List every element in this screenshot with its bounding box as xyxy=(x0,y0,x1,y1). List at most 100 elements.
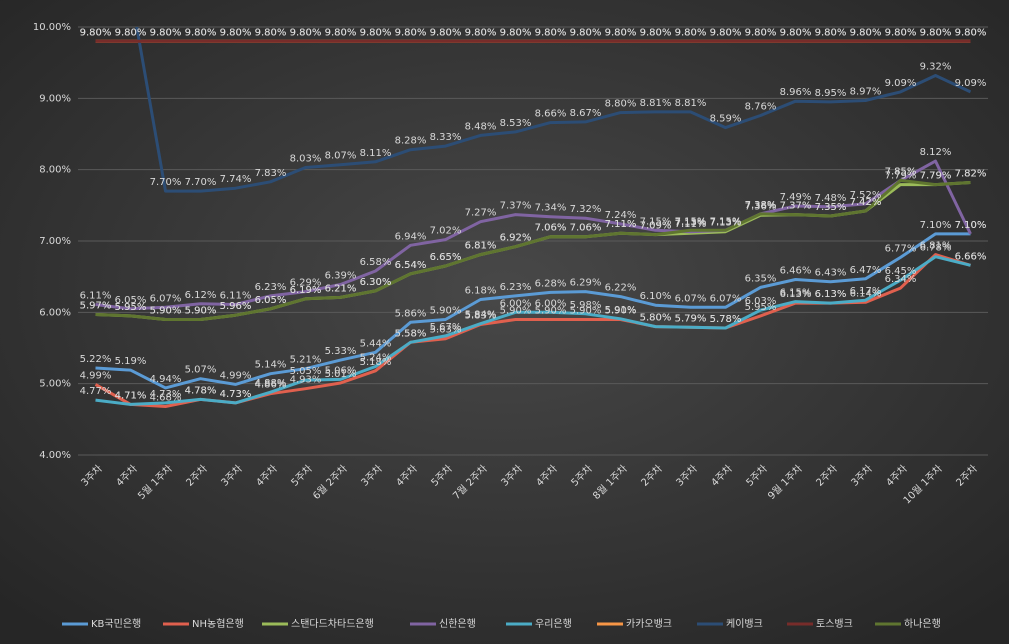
data-label: 7.11% xyxy=(605,219,637,230)
data-label: 6.92% xyxy=(500,233,532,244)
data-label: 5.19% xyxy=(115,356,147,367)
data-label: 6.94% xyxy=(395,231,427,242)
data-label: 9.80% xyxy=(255,27,287,38)
data-label: 5.67% xyxy=(430,322,462,333)
data-label: 6.46% xyxy=(780,266,812,277)
data-label: 9.80% xyxy=(640,27,672,38)
data-label: 9.80% xyxy=(185,27,217,38)
data-label: 9.80% xyxy=(535,27,567,38)
data-label: 8.95% xyxy=(815,88,847,99)
data-label: 6.29% xyxy=(290,278,322,289)
legend: KB국민은행 NH농협은행 스탠다드차타드은행 신한은행 우리은행 카카오뱅크 케이뱅크 토스… xyxy=(62,617,941,630)
data-label: 9.80% xyxy=(325,27,357,38)
data-label: 9.80% xyxy=(395,27,427,38)
data-label: 5.90% xyxy=(535,305,567,316)
data-label: 8.48% xyxy=(465,121,497,132)
data-label: 9.80% xyxy=(745,27,777,38)
data-label: 9.80% xyxy=(815,27,847,38)
data-label: 6.05% xyxy=(255,295,287,306)
data-label: 7.11% xyxy=(605,219,637,230)
data-label: 6.45% xyxy=(885,266,917,277)
series-line xyxy=(95,178,971,321)
data-label: 9.80% xyxy=(80,27,112,38)
data-label: 7.74% xyxy=(220,174,252,185)
data-label: 5.63% xyxy=(430,325,462,336)
data-label: 6.54% xyxy=(395,260,427,271)
data-label: 9.80% xyxy=(220,27,252,38)
data-label: 9.80% xyxy=(290,27,322,38)
data-label: 6.29% xyxy=(570,278,602,289)
data-label: 7.36% xyxy=(745,201,777,212)
data-label: 4.77% xyxy=(80,386,112,397)
legend-label: 케이뱅크 xyxy=(726,618,763,630)
data-label: 7.15% xyxy=(710,216,742,227)
data-label: 7.79% xyxy=(920,171,952,182)
data-label: 5.97% xyxy=(80,300,112,311)
data-label: 7.37% xyxy=(500,201,532,212)
data-label: 4.71% xyxy=(115,390,147,401)
data-label: 7.70% xyxy=(185,177,217,188)
legend-label: 하나은행 xyxy=(904,617,941,630)
data-label: 5.86% xyxy=(395,308,427,319)
data-label: 5.07% xyxy=(185,365,217,376)
data-label: 5.80% xyxy=(640,313,672,324)
data-label: 7.24% xyxy=(605,210,637,221)
data-label: 6.35% xyxy=(745,273,777,284)
series-line xyxy=(95,232,971,390)
data-label: 8.97% xyxy=(850,86,882,97)
data-label: 8.59% xyxy=(710,114,742,125)
data-label: 7.35% xyxy=(815,202,847,213)
data-label: 4.68% xyxy=(150,392,182,403)
data-label: 9.80% xyxy=(815,27,847,38)
data-label: 9.80% xyxy=(465,27,497,38)
data-label: 6.30% xyxy=(360,277,392,288)
data-label: 9.80% xyxy=(920,27,952,38)
data-label: 9.80% xyxy=(500,27,532,38)
data-label: 6.19% xyxy=(290,285,322,296)
data-label: 9.80% xyxy=(150,27,182,38)
data-label: 6.13% xyxy=(780,289,812,300)
data-label: 6.39% xyxy=(325,271,357,282)
data-label: 5.78% xyxy=(710,314,742,325)
y-tick-label: 10.00% xyxy=(33,22,71,33)
data-label: 6.78% xyxy=(920,243,952,254)
data-label: 7.13% xyxy=(710,218,742,229)
data-label: 5.90% xyxy=(570,305,602,316)
data-label: 9.80% xyxy=(780,27,812,38)
data-label: 6.15% xyxy=(780,288,812,299)
data-label: 5.06% xyxy=(325,365,357,376)
data-label: 5.90% xyxy=(605,305,637,316)
y-tick-label: 7.00% xyxy=(39,236,71,247)
data-label: 9.80% xyxy=(290,27,322,38)
data-label: 4.78% xyxy=(185,385,217,396)
data-label: 7.09% xyxy=(640,221,672,232)
data-label: 6.77% xyxy=(885,243,917,254)
y-tick-label: 8.00% xyxy=(39,165,71,176)
data-label: 5.95% xyxy=(745,302,777,313)
data-label: 5.97% xyxy=(80,300,112,311)
data-label: 4.73% xyxy=(220,389,252,400)
data-label: 5.58% xyxy=(395,328,427,339)
data-label: 6.30% xyxy=(360,277,392,288)
data-label: 9.80% xyxy=(360,27,392,38)
data-label: 5.58% xyxy=(395,328,427,339)
data-label: 9.80% xyxy=(500,27,532,38)
data-label: 7.85% xyxy=(885,166,917,177)
data-label: 7.11% xyxy=(675,219,707,230)
data-label: 9.80% xyxy=(465,27,497,38)
data-label: 9.09% xyxy=(885,78,917,89)
data-label: 5.96% xyxy=(220,301,252,312)
data-label: 9.80% xyxy=(255,27,287,38)
data-label: 6.19% xyxy=(290,285,322,296)
data-label: 4.73% xyxy=(220,389,252,400)
y-tick-label: 9.00% xyxy=(39,93,71,104)
data-label: 9.80% xyxy=(535,27,567,38)
data-label: 5.78% xyxy=(710,314,742,325)
data-label: 5.98% xyxy=(570,300,602,311)
data-label: 7.79% xyxy=(885,171,917,182)
data-label: 6.23% xyxy=(255,282,287,293)
data-label: 9.80% xyxy=(115,27,147,38)
data-label: 5.01% xyxy=(325,369,357,380)
data-label: 6.17% xyxy=(850,286,882,297)
data-label: 5.14% xyxy=(255,360,287,371)
